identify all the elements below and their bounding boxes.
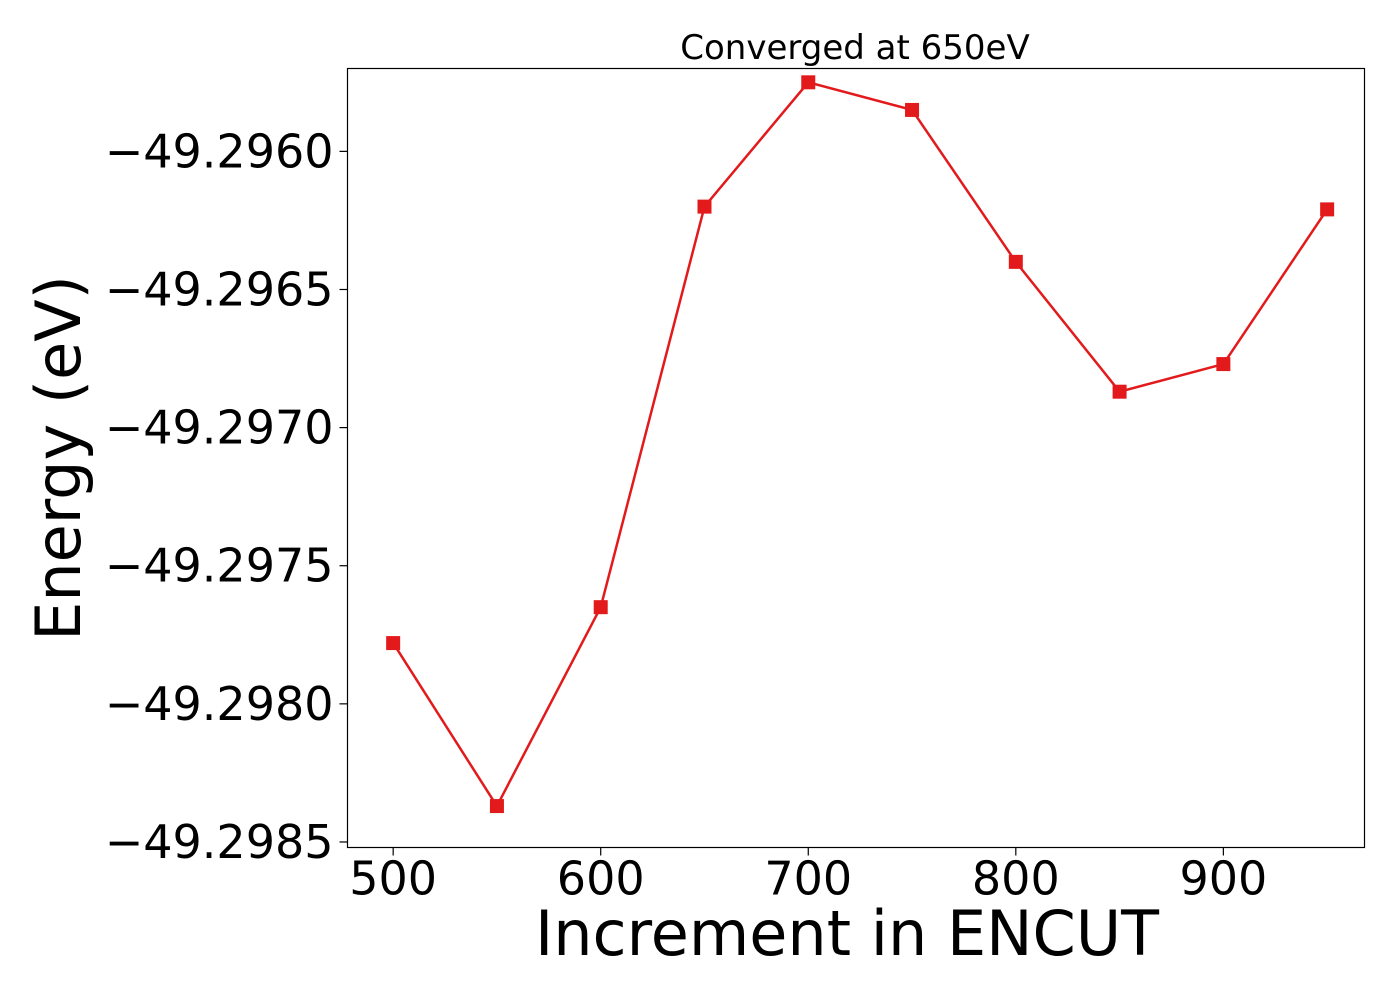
data-point-marker — [697, 199, 712, 214]
y-tick-label: −49.2980 — [105, 677, 334, 731]
data-point-marker — [1320, 202, 1335, 217]
x-axis-ticks: 500 600 700 800 900 — [349, 847, 1267, 906]
plot-area-frame — [346, 67, 1366, 849]
y-tick-label: −49.2985 — [105, 815, 334, 869]
x-axis-label: Increment in ENCUT — [535, 897, 1160, 970]
y-tick-label: −49.2960 — [105, 124, 334, 178]
x-tick-label: 900 — [1179, 852, 1267, 906]
y-axis-ticks: −49.2960 −49.2965 −49.2970 −49.2975 −49.2980… — [105, 124, 348, 869]
data-series — [386, 75, 1335, 814]
x-tick-label: 600 — [557, 852, 645, 906]
data-point-marker — [593, 600, 608, 615]
data-point-marker — [386, 636, 401, 651]
x-tick-label: 500 — [349, 852, 437, 906]
chart-title: Converged at 650eV — [680, 28, 1029, 68]
x-tick-label: 800 — [972, 852, 1060, 906]
data-point-marker — [1008, 254, 1023, 269]
x-tick-label: 700 — [764, 852, 852, 906]
data-point-marker — [489, 799, 504, 814]
data-point-marker — [1112, 384, 1127, 399]
data-point-marker — [1216, 357, 1231, 372]
y-tick-label: −49.2970 — [105, 401, 334, 455]
y-axis-label: Energy (eV) — [22, 275, 95, 641]
y-tick-label: −49.2965 — [105, 262, 334, 316]
data-point-marker — [905, 102, 920, 117]
data-point-marker — [801, 75, 816, 90]
y-tick-label: −49.2975 — [105, 539, 334, 593]
series-line — [392, 80, 1329, 809]
